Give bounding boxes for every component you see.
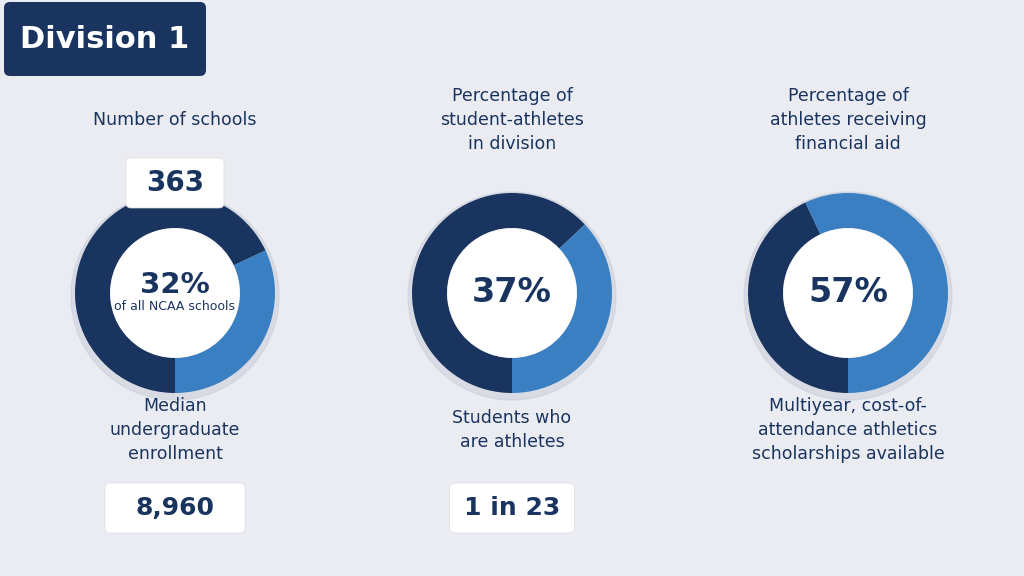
Text: Median
undergraduate
enrollment: Median undergraduate enrollment — [110, 397, 241, 463]
Wedge shape — [75, 193, 265, 393]
FancyBboxPatch shape — [105, 483, 245, 533]
Wedge shape — [748, 203, 848, 393]
FancyBboxPatch shape — [126, 158, 224, 208]
Circle shape — [111, 229, 239, 357]
Text: Percentage of
athletes receiving
financial aid: Percentage of athletes receiving financi… — [770, 88, 927, 153]
Text: Division 1: Division 1 — [20, 25, 189, 54]
Circle shape — [71, 192, 279, 400]
Text: 37%: 37% — [472, 276, 552, 309]
Text: Students who
are athletes: Students who are athletes — [453, 409, 571, 451]
Circle shape — [784, 229, 912, 357]
Text: Multiyear, cost-of-
attendance athletics
scholarships available: Multiyear, cost-of- attendance athletics… — [752, 397, 944, 463]
Text: 32%: 32% — [140, 271, 210, 299]
Wedge shape — [512, 225, 612, 393]
Circle shape — [408, 192, 616, 400]
FancyBboxPatch shape — [4, 2, 206, 76]
Text: 1 in 23: 1 in 23 — [464, 496, 560, 520]
Wedge shape — [412, 193, 585, 393]
Circle shape — [449, 229, 575, 357]
Text: 8,960: 8,960 — [135, 496, 214, 520]
Circle shape — [744, 192, 952, 400]
Text: 363: 363 — [146, 169, 204, 197]
FancyBboxPatch shape — [450, 483, 574, 533]
Text: 57%: 57% — [808, 276, 888, 309]
Text: Number of schools: Number of schools — [93, 111, 257, 129]
Wedge shape — [175, 251, 275, 393]
Text: of all NCAA schools: of all NCAA schools — [115, 301, 236, 313]
Text: Percentage of
student-athletes
in division: Percentage of student-athletes in divisi… — [440, 88, 584, 153]
Wedge shape — [806, 193, 948, 393]
